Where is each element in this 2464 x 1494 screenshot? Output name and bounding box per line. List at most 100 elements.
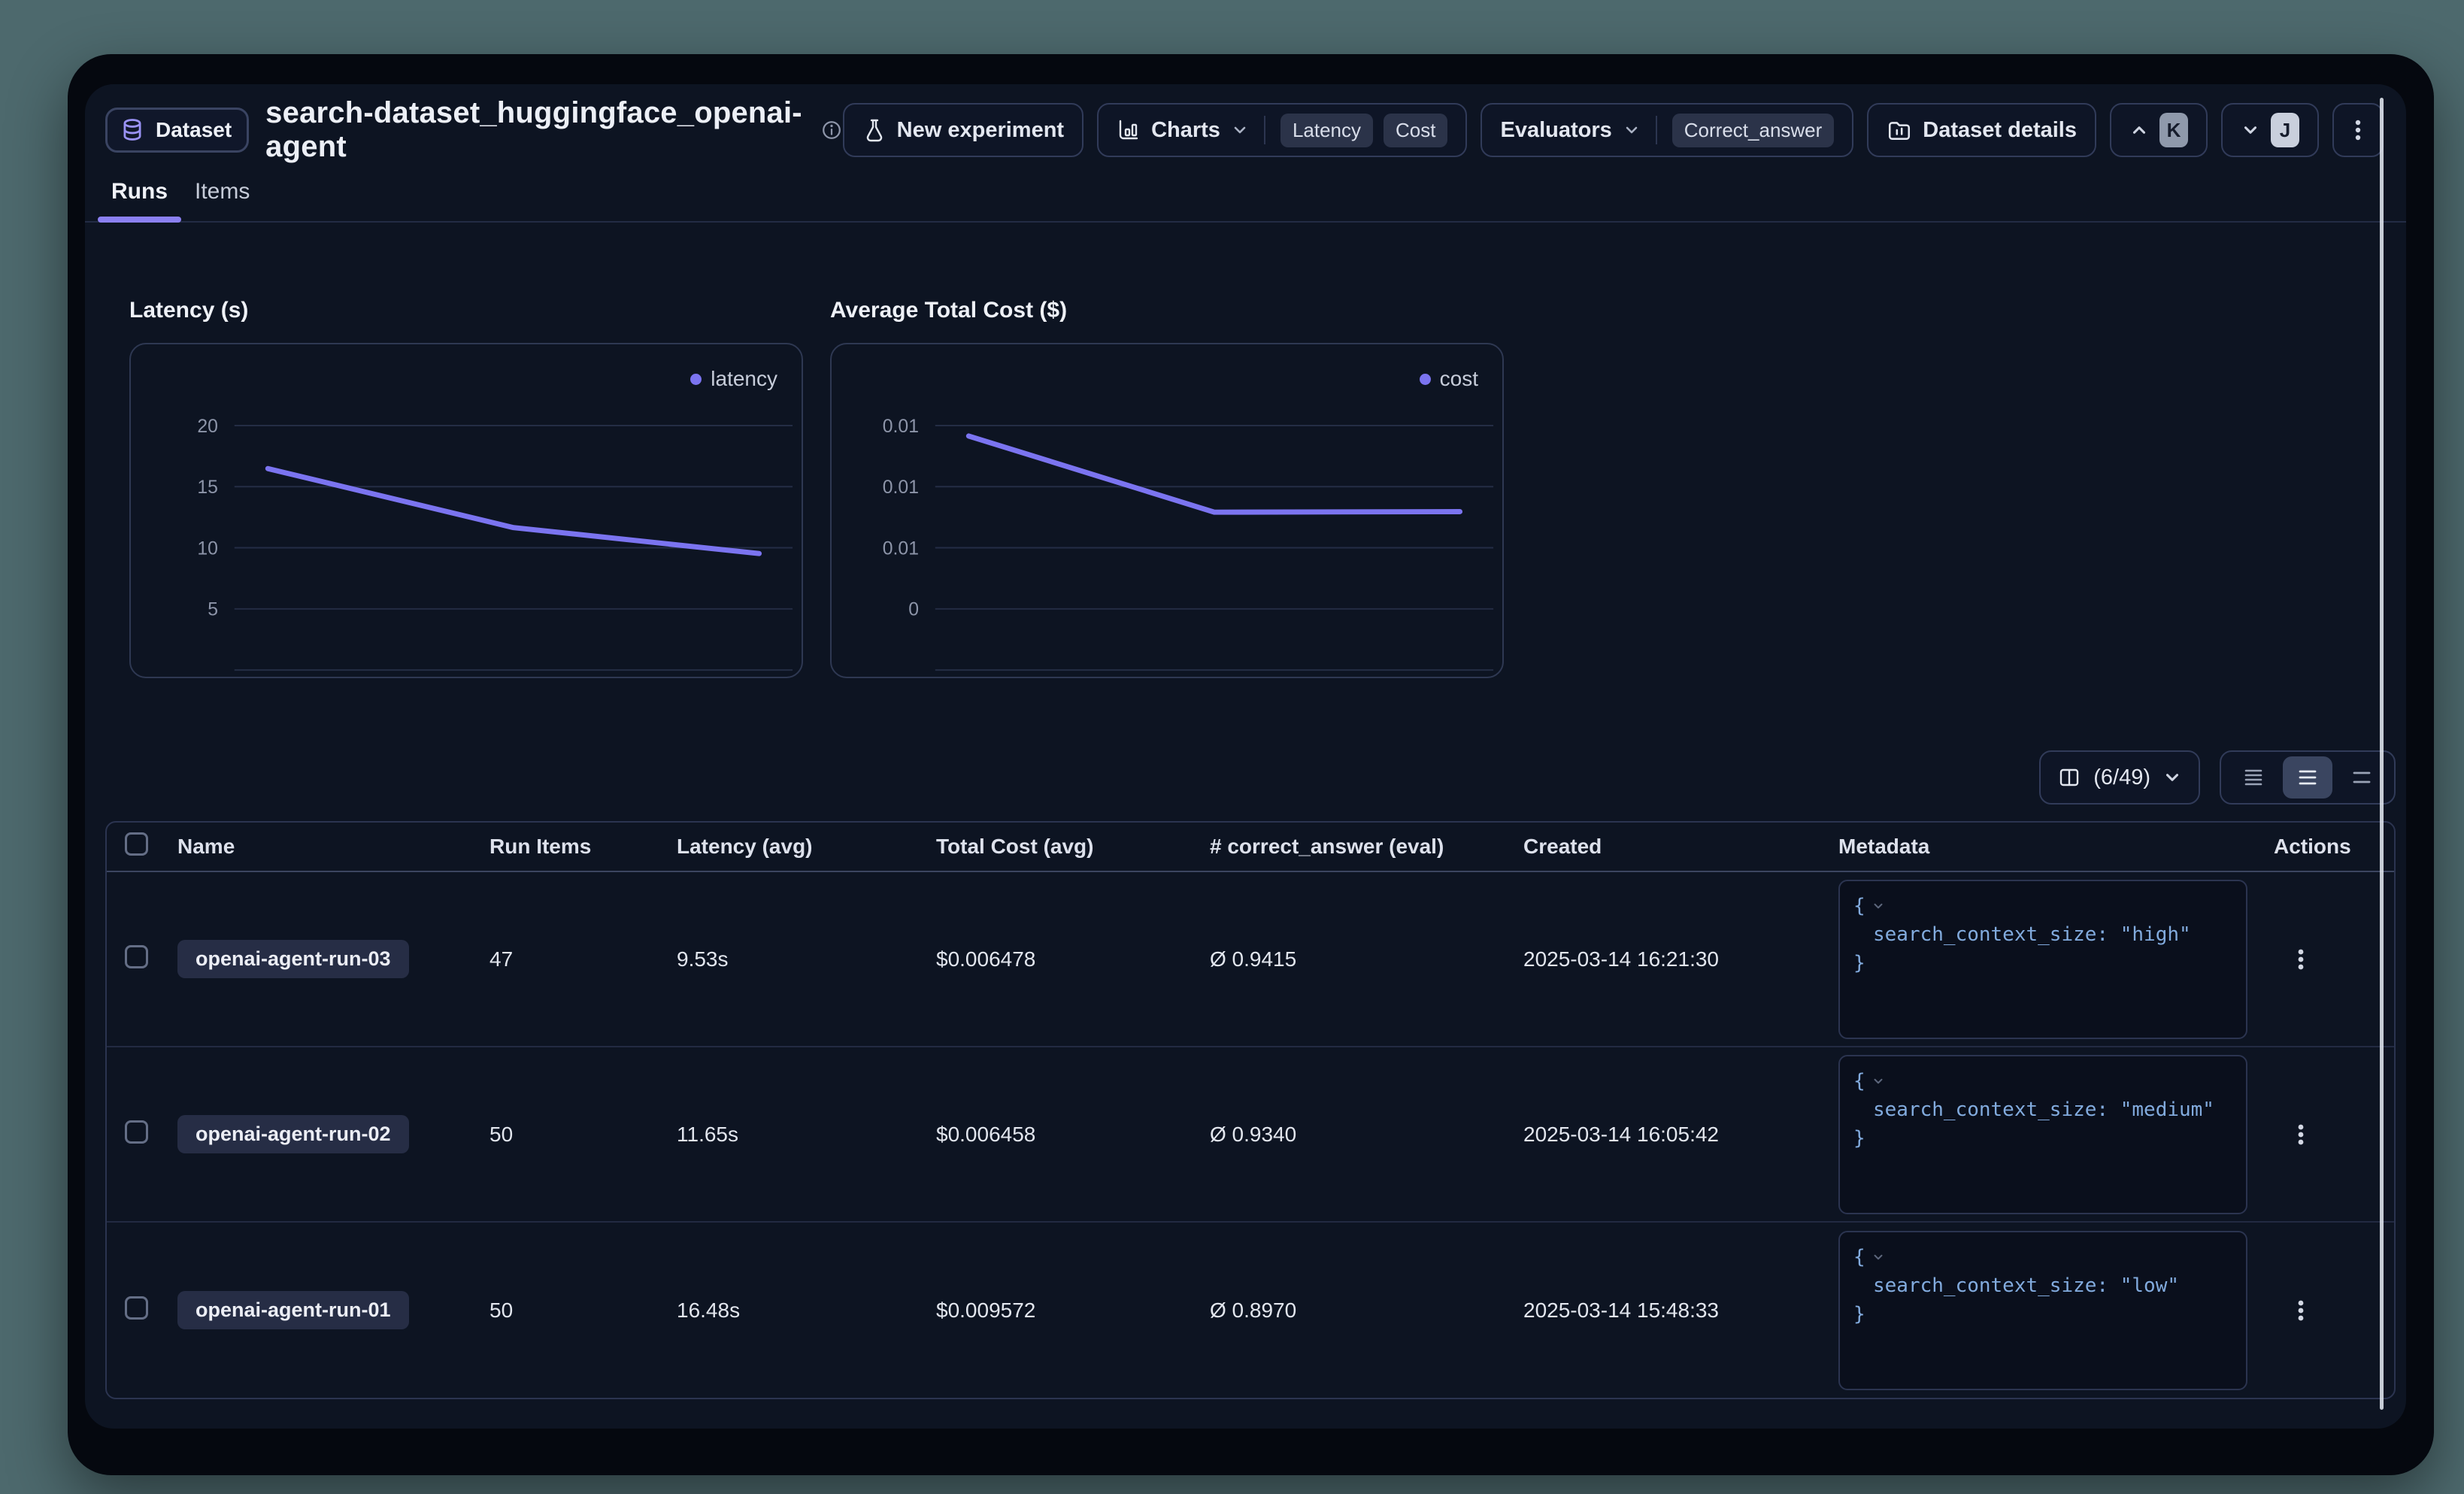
json-open-brace: { — [1853, 892, 1865, 920]
column-header-name[interactable]: Name — [177, 835, 489, 859]
collapse-chevron-icon[interactable] — [1871, 899, 1885, 913]
row-actions-kebab-icon[interactable] — [2280, 932, 2322, 986]
cost-chart-card: 0.01 0.01 0.01 0 cost — [830, 343, 1504, 678]
metadata-json-box[interactable]: { search_context_size: "high" } — [1838, 880, 2247, 1039]
header: Dataset search-dataset_huggingface_opena… — [85, 84, 2406, 156]
row-height-medium-button[interactable] — [2283, 756, 2332, 799]
info-icon[interactable] — [820, 119, 843, 141]
column-header-metadata[interactable]: Metadata — [1838, 835, 2250, 859]
charts-badge-cost[interactable]: Cost — [1384, 114, 1447, 147]
svg-text:0: 0 — [908, 600, 919, 620]
table-row: openai-agent-run-01 50 16.48s $0.009572 … — [107, 1223, 2394, 1398]
table-row: openai-agent-run-02 50 11.65s $0.006458 … — [107, 1047, 2394, 1223]
row-checkbox[interactable] — [125, 1120, 148, 1144]
run-name-badge[interactable]: openai-agent-run-03 — [177, 940, 409, 978]
charts-dropdown-button[interactable]: Charts Latency Cost — [1097, 103, 1467, 157]
latency-avg-value: 9.53s — [677, 947, 936, 971]
dataset-details-label: Dataset details — [1923, 118, 2077, 143]
app-content: Dataset search-dataset_huggingface_opena… — [85, 84, 2406, 1429]
database-icon — [120, 117, 145, 143]
created-value: 2025-03-14 15:48:33 — [1523, 1299, 1838, 1323]
legend-label: latency — [711, 367, 777, 391]
bar-chart-icon — [1117, 118, 1141, 142]
json-open-brace: { — [1853, 1243, 1865, 1271]
correct-answer-value: Ø 0.8970 — [1210, 1299, 1523, 1323]
total-cost-avg-value: $0.006458 — [936, 1123, 1210, 1147]
tab-items[interactable]: Items — [195, 179, 250, 221]
evaluators-dropdown-button[interactable]: Evaluators Correct_answer — [1481, 103, 1853, 157]
new-experiment-button[interactable]: New experiment — [843, 103, 1083, 157]
metadata-json-box[interactable]: { search_context_size: "low" } — [1838, 1231, 2247, 1390]
column-selector-count: (6/49) — [2093, 765, 2150, 790]
metadata-entry: search_context_size: "high" — [1853, 920, 2232, 949]
chevron-down-icon — [2162, 768, 2182, 787]
runs-table: Name Run Items Latency (avg) Total Cost … — [105, 821, 2396, 1399]
flask-icon — [862, 118, 886, 142]
divider — [1264, 116, 1265, 144]
more-options-button[interactable] — [2332, 103, 2384, 157]
metadata-entry: search_context_size: "medium" — [1853, 1095, 2232, 1124]
next-run-button[interactable]: J — [2221, 103, 2319, 157]
chevron-down-icon — [2241, 120, 2260, 140]
columns-icon — [2057, 765, 2081, 789]
dataset-type-badge: Dataset — [105, 108, 249, 153]
keycap-k: K — [2159, 113, 2188, 147]
evaluators-badge-correct-answer[interactable]: Correct_answer — [1672, 114, 1835, 147]
metadata-json-box[interactable]: { search_context_size: "medium" } — [1838, 1055, 2247, 1214]
run-name-badge[interactable]: openai-agent-run-02 — [177, 1115, 409, 1153]
chevron-up-icon — [2129, 120, 2149, 140]
cost-chart-title: Average Total Cost ($) — [830, 298, 1504, 323]
created-value: 2025-03-14 16:21:30 — [1523, 947, 1838, 971]
svg-text:0.01: 0.01 — [883, 417, 919, 437]
tab-bar: Runs Items — [85, 179, 2406, 223]
table-header-row: Name Run Items Latency (avg) Total Cost … — [107, 823, 2394, 872]
dataset-details-button[interactable]: Dataset details — [1867, 103, 2096, 157]
prev-run-button[interactable]: K — [2110, 103, 2208, 157]
row-height-toggle — [2220, 750, 2396, 805]
column-header-total-cost[interactable]: Total Cost (avg) — [936, 835, 1210, 859]
svg-text:0.01: 0.01 — [883, 477, 919, 498]
select-all-checkbox[interactable] — [125, 832, 148, 856]
collapse-chevron-icon[interactable] — [1871, 1074, 1885, 1088]
svg-text:0.01: 0.01 — [883, 538, 919, 559]
column-header-latency[interactable]: Latency (avg) — [677, 835, 936, 859]
table-row: openai-agent-run-03 47 9.53s $0.006478 Ø… — [107, 872, 2394, 1047]
chevron-down-icon — [1623, 121, 1641, 139]
legend-dot-icon — [1420, 374, 1431, 385]
run-items-value: 47 — [489, 947, 677, 971]
chevron-down-icon — [1231, 121, 1249, 139]
latency-chart-legend: latency — [690, 367, 777, 391]
correct-answer-value: Ø 0.9415 — [1210, 947, 1523, 971]
run-name-badge[interactable]: openai-agent-run-01 — [177, 1291, 409, 1329]
row-checkbox[interactable] — [125, 1296, 148, 1320]
row-actions-kebab-icon[interactable] — [2280, 1108, 2322, 1162]
row-actions-kebab-icon[interactable] — [2280, 1283, 2322, 1338]
column-header-created[interactable]: Created — [1523, 835, 1838, 859]
total-cost-avg-value: $0.009572 — [936, 1299, 1210, 1323]
svg-text:10: 10 — [197, 538, 218, 559]
collapse-chevron-icon[interactable] — [1871, 1250, 1885, 1264]
charts-label: Charts — [1151, 118, 1220, 143]
column-header-correct-answer[interactable]: # correct_answer (eval) — [1210, 835, 1523, 859]
cost-chart: 0.01 0.01 0.01 0 — [832, 344, 1502, 677]
total-cost-avg-value: $0.006478 — [936, 947, 1210, 971]
svg-text:5: 5 — [208, 600, 218, 620]
json-open-brace: { — [1853, 1067, 1865, 1095]
dataset-badge-label: Dataset — [156, 118, 232, 142]
svg-text:20: 20 — [197, 417, 218, 437]
column-selector-button[interactable]: (6/49) — [2039, 750, 2200, 805]
run-items-value: 50 — [489, 1299, 677, 1323]
cost-chart-legend: cost — [1420, 367, 1478, 391]
latency-avg-value: 11.65s — [677, 1123, 936, 1147]
charts-badge-latency[interactable]: Latency — [1280, 114, 1373, 147]
column-header-run-items[interactable]: Run Items — [489, 835, 677, 859]
svg-text:15: 15 — [197, 477, 218, 498]
row-checkbox[interactable] — [125, 945, 148, 968]
folder-icon — [1887, 117, 1912, 143]
tab-runs[interactable]: Runs — [111, 179, 168, 221]
created-value: 2025-03-14 16:05:42 — [1523, 1123, 1838, 1147]
scrollbar-thumb[interactable] — [2380, 98, 2384, 1410]
row-height-small-button[interactable] — [2229, 756, 2278, 799]
table-controls: (6/49) — [105, 750, 2396, 805]
legend-dot-icon — [690, 374, 702, 385]
